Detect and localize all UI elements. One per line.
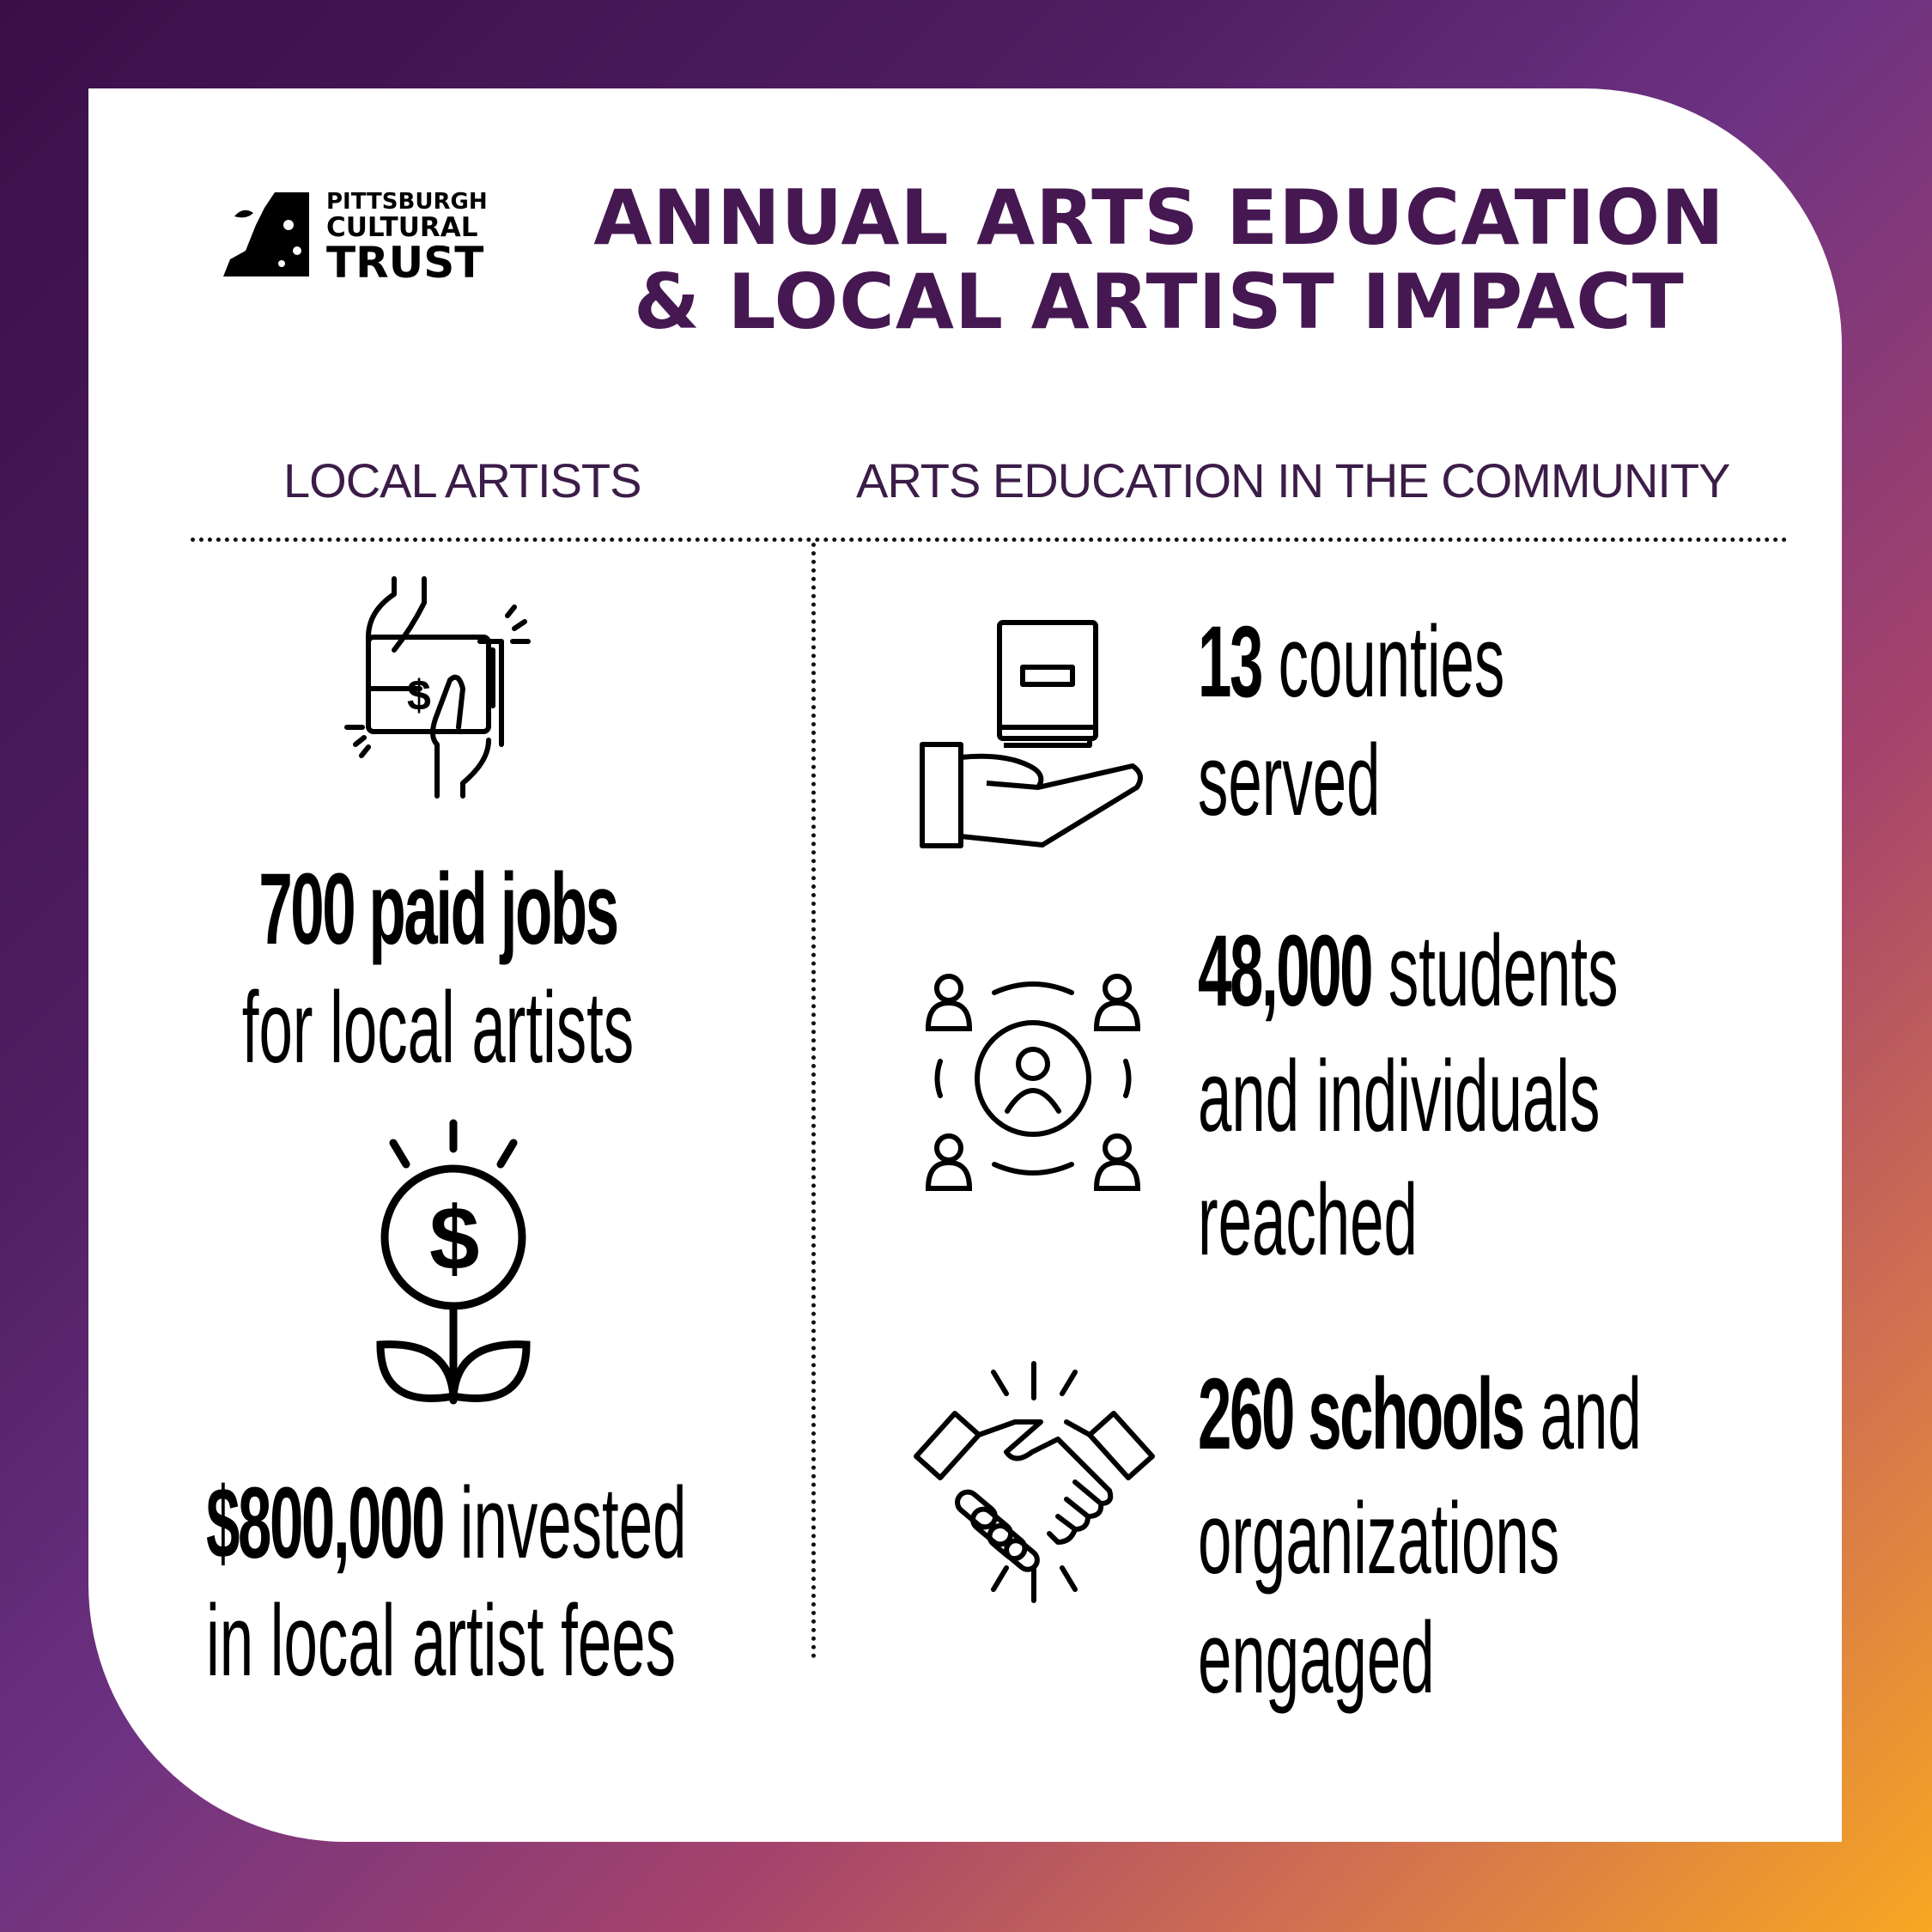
vertical-divider <box>811 543 816 1659</box>
stat-counties: 13 counties <box>1198 611 1504 713</box>
hands-money-icon: $ <box>344 576 531 799</box>
logo-text: PITTSBURGH CULTURAL TRUST <box>326 191 488 284</box>
stat-label: counties <box>1261 605 1505 719</box>
logo-line-3: TRUST <box>326 238 484 288</box>
stat-paid-jobs: 700 paid jobs <box>232 859 644 960</box>
stat-label: reached <box>1198 1163 1418 1277</box>
money-plant-icon: $ <box>376 1119 531 1405</box>
svg-text:$: $ <box>407 671 431 720</box>
stat-schools: 260 schools and <box>1198 1364 1642 1465</box>
stat-label: in local artist fees <box>206 1584 676 1698</box>
stat-label: served <box>1198 724 1381 837</box>
stat-value: 48,000 <box>1198 914 1374 1028</box>
stat-label: and <box>1522 1358 1642 1471</box>
title-line-1: ANNUAL ARTS EDUCATION <box>593 173 1725 262</box>
stat-value: 700 paid jobs <box>258 853 619 966</box>
stat-value: $800,000 <box>206 1467 446 1580</box>
title-line-2: & LOCAL ARTIST IMPACT <box>634 258 1685 346</box>
stat-label: invested <box>443 1467 687 1580</box>
logo-line-2: CULTURAL <box>326 212 478 243</box>
stat-label: engaged <box>1198 1601 1435 1715</box>
section-heading-local-artists: LOCAL ARTISTS <box>283 453 641 507</box>
page-title: ANNUAL ARTS EDUCATION & LOCAL ARTIST IMP… <box>515 176 1803 344</box>
hand-book-icon <box>920 620 1143 848</box>
stat-label: and individuals <box>1198 1040 1601 1153</box>
stat-value: 260 schools <box>1198 1358 1525 1471</box>
stat-students: 48,000 students <box>1198 920 1618 1022</box>
handshake-icon <box>914 1361 1155 1603</box>
logo-line-1: PITTSBURGH <box>326 189 488 215</box>
stat-value: 13 <box>1198 605 1263 719</box>
horizontal-divider <box>191 538 1788 542</box>
svg-text:$: $ <box>429 1188 479 1289</box>
stat-artist-fees: $800,000 invested <box>206 1473 686 1574</box>
stat-label: students <box>1371 914 1619 1028</box>
logo-face-icon <box>223 192 309 276</box>
people-network-icon <box>925 974 1145 1190</box>
section-heading-arts-education: ARTS EDUCATION IN THE COMMUNITY <box>856 453 1730 507</box>
infographic-card <box>88 88 1842 1842</box>
stat-label: organizations <box>1198 1482 1560 1595</box>
stat-label: for local artists <box>241 971 635 1084</box>
